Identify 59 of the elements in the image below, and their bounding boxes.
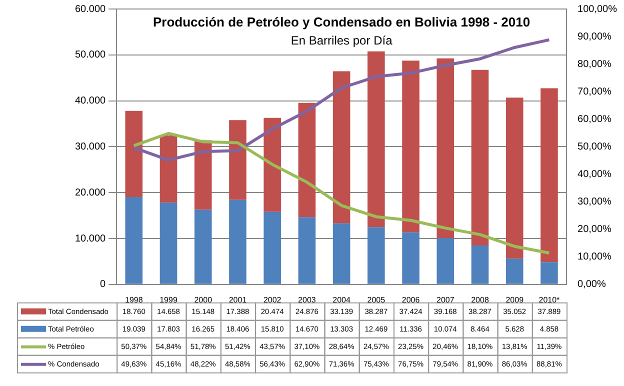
bar (298, 217, 316, 284)
bar (298, 102, 316, 218)
y2-tick-label: 30,00% (578, 196, 612, 208)
y2-tick-label: 0,00% (578, 279, 606, 290)
y2-tick-label: 80,00% (578, 58, 612, 70)
x-tick-label: 2006 (402, 295, 420, 304)
bar (332, 71, 350, 224)
y2-tick-label: 40,00% (578, 168, 612, 180)
y-tick-label: 0 (100, 279, 106, 290)
y2-tick-label: 70,00% (578, 86, 612, 98)
bar (540, 88, 558, 262)
y-tick-label: 50.000 (74, 50, 106, 61)
x-tick-label: 2009 (506, 295, 524, 304)
text: Producción de Petróleo y Condensado en Bolivia 1998 - 2010 (152, 14, 530, 30)
bar (160, 135, 178, 203)
x-tick-label: 2000 (194, 295, 213, 304)
bar (160, 202, 178, 284)
bar (368, 227, 385, 284)
y-tick-label: 30.000 (74, 141, 106, 152)
bar (436, 58, 454, 238)
bar (194, 140, 212, 210)
bar (506, 98, 524, 259)
bar (368, 51, 385, 228)
x-tick-label: 2010* (538, 295, 560, 304)
bar (229, 120, 246, 200)
bar (194, 210, 212, 284)
y-tick-label: 40.000 (74, 96, 106, 107)
x-tick-label: 1999 (160, 295, 178, 304)
bar (264, 212, 281, 284)
bar (125, 110, 143, 198)
bar (402, 60, 420, 232)
bar (332, 223, 350, 284)
x-tick-label: 2005 (367, 295, 386, 304)
x-tick-label: 2007 (436, 295, 455, 304)
y-tick-label: 20.000 (74, 187, 106, 198)
y2-tick-label: 90,00% (578, 31, 612, 42)
y2-tick-label: 50,00% (578, 141, 612, 152)
y-tick-label: 60.000 (74, 4, 106, 15)
x-tick-label: 2004 (332, 295, 352, 304)
x-tick-label: 2008 (471, 295, 490, 304)
bar (125, 197, 143, 284)
text: En Barriles por Día (290, 33, 393, 48)
y2-tick-label: 10,00% (578, 252, 612, 263)
x-tick-label: 1998 (124, 295, 144, 304)
bar (229, 200, 246, 284)
x-tick-label: 2001 (228, 295, 248, 304)
bar (506, 258, 524, 284)
y2-tick-label: 100,00% (578, 4, 618, 15)
bar (436, 238, 454, 284)
x-tick-label: 2003 (298, 295, 316, 304)
y2-tick-label: 20,00% (578, 224, 612, 236)
bar (471, 246, 489, 284)
bar (264, 118, 281, 212)
x-tick-label: 2002 (263, 295, 282, 304)
y-tick-label: 10.000 (74, 233, 106, 244)
bar (402, 232, 420, 284)
bar (471, 70, 489, 246)
bar (540, 262, 558, 284)
y2-tick-label: 60,00% (578, 114, 612, 125)
